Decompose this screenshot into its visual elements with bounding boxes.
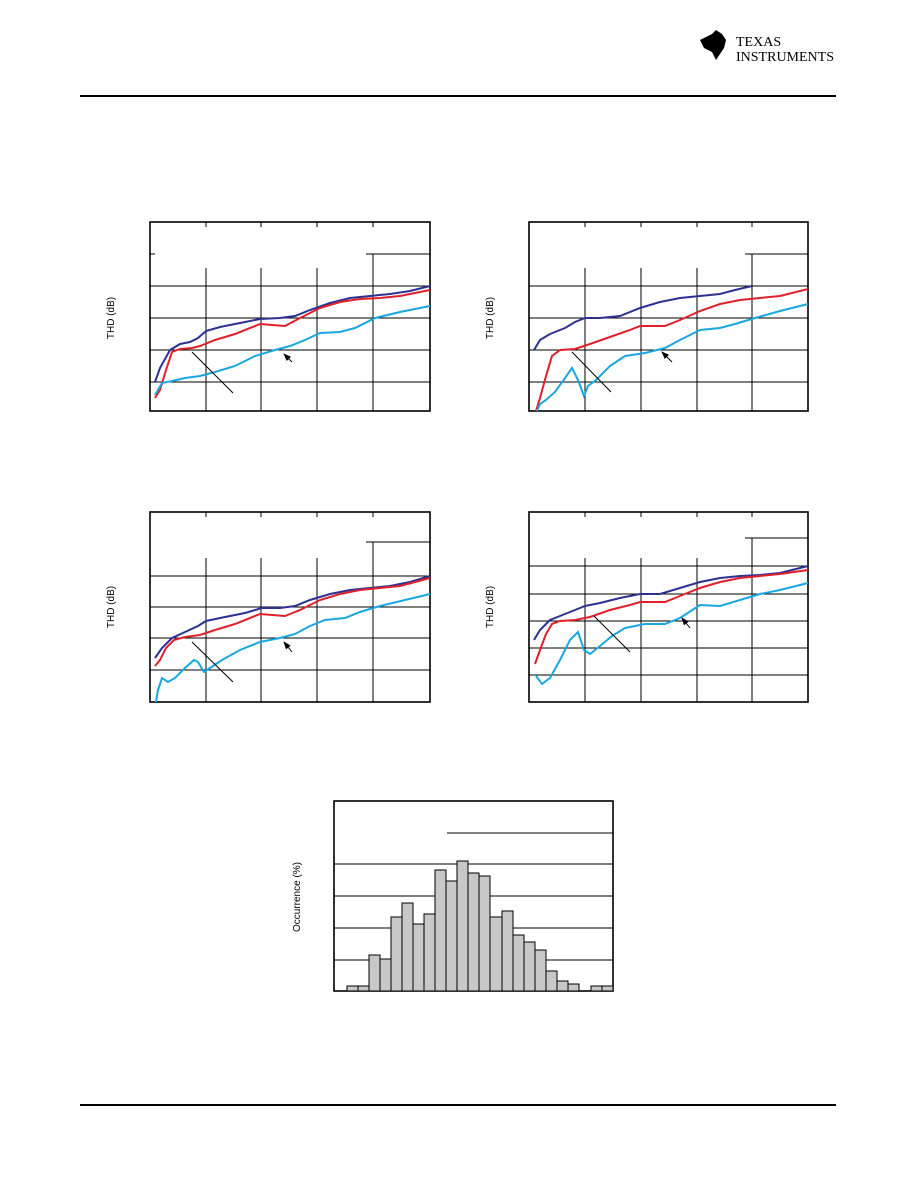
arrow-line-art: [191, 642, 293, 683]
bar-shape: [590, 985, 603, 992]
logo-text-1: TEXAS: [736, 35, 781, 50]
logo-text-2: INSTRUMENTS: [736, 50, 834, 65]
bar-shape: [346, 985, 359, 992]
grid-line-art: [529, 512, 808, 702]
bar-shape: [512, 934, 525, 992]
frame-shape: [528, 511, 809, 703]
bar-shape: [357, 985, 370, 992]
cyan-line-art: [535, 582, 809, 686]
y-axis-label: THD (dB): [106, 297, 117, 339]
bar-shape: [489, 916, 503, 992]
cyan-line-art: [536, 303, 809, 412]
bar-shape: [545, 970, 558, 992]
bar-shape: [401, 902, 414, 992]
thd-chart: THD (dB): [106, 221, 431, 412]
red-line-art: [535, 288, 809, 412]
bar-shape: [412, 923, 425, 992]
red-line-art: [154, 577, 431, 667]
logo: TEXAS INSTRUMENTS: [700, 30, 834, 65]
bar-shape: [379, 958, 392, 992]
logo-mark: [700, 30, 726, 60]
bar-shape: [556, 980, 569, 992]
thd-chart: THD (dB): [106, 511, 431, 703]
bar-shape: [534, 949, 547, 992]
cyan-line-art: [155, 593, 431, 703]
bar-shape: [456, 860, 469, 992]
bar-shape: [368, 954, 381, 992]
bar-shape: [467, 872, 480, 992]
thd-chart: THD (dB): [485, 221, 809, 412]
arrow-line-art: [571, 352, 673, 393]
thd-chart: THD (dB): [485, 511, 809, 703]
arrow-line-art: [593, 616, 691, 653]
cyan-line-art: [154, 305, 431, 396]
blue-line-art: [533, 565, 809, 641]
y-axis-label: THD (dB): [106, 586, 117, 628]
red-line-art: [534, 569, 809, 665]
red-line-art: [154, 289, 431, 399]
bar-shape: [501, 910, 514, 992]
grid-line-art: [529, 222, 808, 411]
bar-shape: [523, 941, 536, 992]
bar-shape: [390, 916, 403, 992]
y-axis-label: Occurrence (%): [292, 862, 303, 932]
blue-line-art: [533, 285, 753, 351]
bar-shape: [445, 880, 458, 992]
histogram: Occurrence (%): [292, 800, 614, 992]
bar-shape: [434, 869, 447, 992]
y-axis-label: THD (dB): [485, 297, 496, 339]
frame-shape: [149, 221, 431, 412]
blue-line-art: [154, 285, 431, 383]
bar-shape: [567, 983, 580, 992]
arrow-line-art: [191, 352, 293, 394]
bar-shape: [601, 985, 614, 992]
bar-shape: [423, 913, 436, 992]
frame-shape: [528, 221, 809, 412]
y-axis-label: THD (dB): [485, 586, 496, 628]
grid-line-art: [346, 987, 603, 991]
bar-shape: [478, 875, 491, 992]
